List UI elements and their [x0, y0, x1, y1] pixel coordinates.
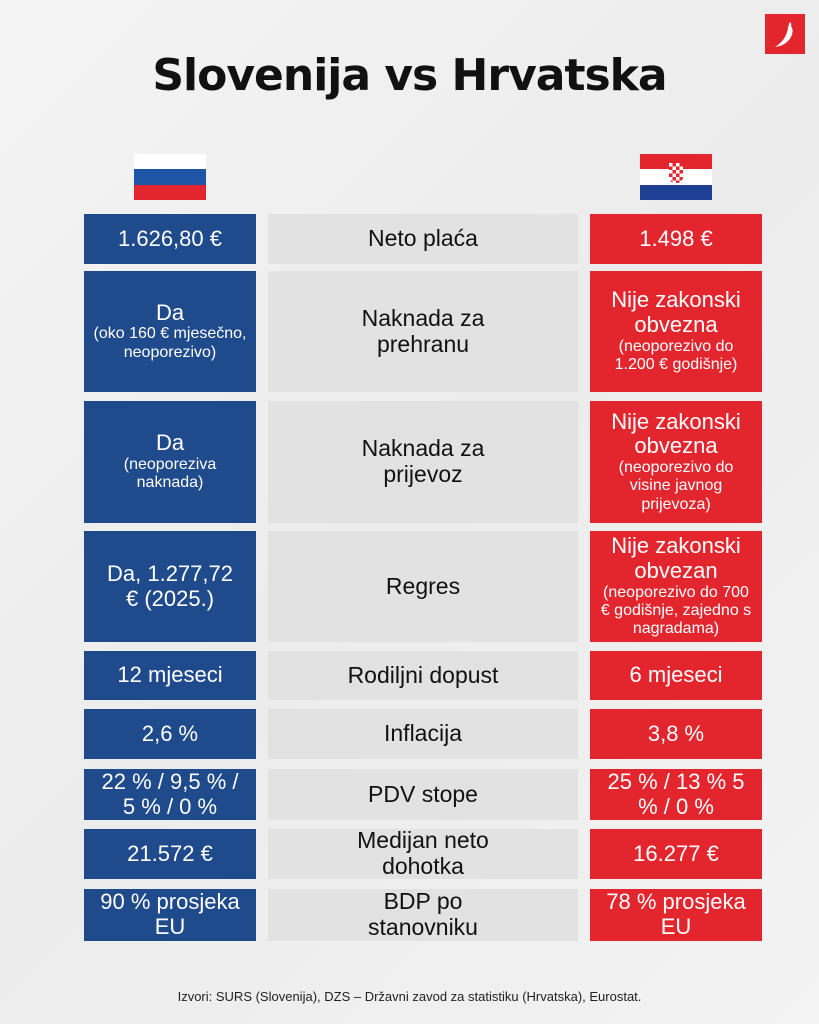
row-label-text: Regres — [385, 572, 461, 599]
sources-note: Izvori: SURS (Slovenija), DZS – Državni … — [177, 989, 642, 1004]
croatia-value: Nije zakonski obvezna (neoporezivo do vis… — [590, 401, 762, 523]
row-label-text: PDV stope — [368, 780, 478, 807]
row-label: Naknada za prijevoz — [268, 401, 578, 523]
croatia-value-text: 16.277 € — [633, 840, 719, 866]
slovenia-value: 90 % prosjeka EU — [84, 889, 256, 941]
row-label-text: BDP po stanovniku — [368, 888, 478, 940]
slovenia-value: Da, 1.277,72 € (2025.) — [84, 531, 256, 642]
row-label: Neto plaća — [268, 214, 578, 264]
slovenia-value-text: Da, 1.277,72 € (2025.) — [107, 560, 233, 611]
slovenia-value-note: (neoporeziva naknada) — [123, 455, 217, 492]
slovenia-value-text: 22 % / 9,5 % / 5 % / 0 % — [101, 768, 239, 819]
row-label: Inflacija — [268, 709, 578, 759]
croatia-value-text: Nije zakonski obvezan — [611, 533, 741, 583]
row-label-text: Naknada za prijevoz — [361, 435, 485, 487]
croatia-value: 78 % prosjeka EU — [590, 889, 762, 941]
row-label-text: Rodiljni dopust — [347, 661, 499, 688]
slovenia-value: Da (neoporeziva naknada) — [84, 401, 256, 523]
slovenia-value: 2,6 % — [84, 709, 256, 759]
slovenia-value-text: 2,6 % — [141, 720, 199, 746]
croatia-value-text: 1.498 € — [639, 225, 713, 251]
row-label: Rodiljni dopust — [268, 651, 578, 700]
croatia-value-text: 3,8 % — [647, 720, 705, 746]
slovenia-value: 1.626,80 € — [84, 214, 256, 264]
croatia-value-note: (neoporezivo do visine javnog prijevoza) — [618, 459, 734, 513]
slovenia-value-text: 21.572 € — [127, 840, 213, 866]
slovenia-value: 12 mjeseci — [84, 651, 256, 700]
slovenia-value-note: (oko 160 € mjesečno, neoporezivo) — [93, 325, 247, 361]
row-label: PDV stope — [268, 769, 578, 820]
slovenia-value: Da (oko 160 € mjesečno, neoporezivo) — [84, 271, 256, 392]
croatia-value-text: 25 % / 13 % 5 % / 0 % — [607, 768, 745, 819]
row-label-text: Inflacija — [384, 720, 462, 747]
croatia-value-text: 6 mjeseci — [629, 662, 723, 688]
row-label: Regres — [268, 531, 578, 642]
croatia-value-note: (neoporezivo do 700 € godišnje, zajedno … — [600, 583, 752, 638]
row-label: Medijan neto dohotka — [268, 827, 578, 879]
slovenia-value-text: 90 % prosjeka EU — [100, 889, 240, 939]
slovenia-flag-icon — [134, 154, 206, 200]
croatia-value-text: 78 % prosjeka EU — [606, 889, 746, 939]
croatia-value-text: Nije zakonski obvezna — [611, 408, 741, 459]
slovenia-value-text: Da — [155, 430, 185, 456]
row-label: BDP po stanovniku — [268, 888, 578, 941]
row-label: Naknada za prehranu — [268, 271, 578, 392]
row-label-text: Naknada za prehranu — [361, 304, 485, 357]
slovenia-value-text: 1.626,80 € — [118, 225, 222, 251]
croatia-value-note: (neoporezivo do 1.200 € godišnje) — [614, 337, 738, 374]
croatia-value: Nije zakonski obvezan (neoporezivo do 700… — [590, 531, 762, 642]
row-label-text: Medijan neto dohotka — [357, 827, 489, 879]
croatia-value: 1.498 € — [590, 214, 762, 264]
chili-pepper-logo — [765, 14, 805, 54]
row-label-text: Neto plaća — [368, 225, 478, 252]
slovenia-value: 22 % / 9,5 % / 5 % / 0 % — [84, 769, 256, 820]
slovenia-value: 21.572 € — [84, 829, 256, 879]
page-title: Slovenija vs Hrvatska — [152, 50, 667, 101]
croatia-value: 3,8 % — [590, 709, 762, 759]
slovenia-value-text: Da — [155, 299, 185, 325]
croatia-value: Nije zakonski obvezna (neoporezivo do 1.2… — [590, 271, 762, 392]
croatia-value: 6 mjeseci — [590, 651, 762, 700]
croatia-value-text: Nije zakonski obvezna — [611, 287, 741, 338]
croatia-value: 16.277 € — [590, 829, 762, 879]
croatia-flag-icon — [640, 154, 712, 200]
slovenia-value-text: 12 mjeseci — [117, 662, 223, 688]
croatia-value: 25 % / 13 % 5 % / 0 % — [590, 769, 762, 820]
